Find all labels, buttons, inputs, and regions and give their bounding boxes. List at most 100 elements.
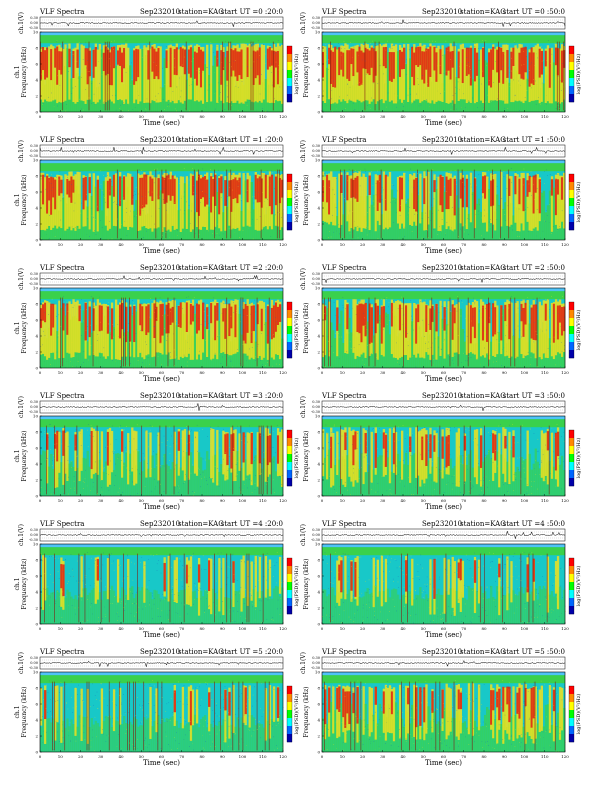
- spectrogram-cell: [340, 52, 342, 70]
- spectrogram-speckle: [224, 171, 225, 172]
- colorbar-segment: [287, 478, 292, 486]
- spectrogram-speckle: [80, 225, 81, 226]
- spectrogram-speckle: [249, 188, 250, 189]
- waveform-tick-label: 0.00: [312, 405, 320, 409]
- spectrogram-speckle: [89, 236, 90, 237]
- spectrogram-speckle: [525, 97, 526, 98]
- spectrogram-speckle: [53, 332, 54, 333]
- spectrogram-speckle: [237, 474, 238, 475]
- spectrogram-speckle: [143, 237, 144, 238]
- spectrogram-speckle: [206, 480, 207, 481]
- spectrogram-speckle: [150, 177, 151, 178]
- spectrogram-speckle: [127, 467, 128, 468]
- y-tick-label: 10: [33, 286, 39, 291]
- spectrogram-cell: [145, 306, 147, 335]
- spectrogram-cell: [137, 300, 139, 358]
- spectrogram-speckle: [418, 193, 419, 194]
- spectrogram-speckle: [192, 465, 193, 466]
- spectrogram-sferic: [123, 298, 124, 367]
- spectrogram-speckle: [155, 308, 156, 309]
- spectrogram-cell: [415, 308, 417, 343]
- spectrogram-speckle: [323, 91, 324, 92]
- spectrogram-speckle: [263, 435, 264, 436]
- spectrogram-speckle: [457, 296, 458, 297]
- spectrogram-speckle: [160, 328, 161, 329]
- spectrogram-speckle: [42, 239, 43, 240]
- x-tick-label: 10: [340, 370, 346, 375]
- spectrogram-speckle: [518, 71, 519, 72]
- spectrogram-speckle: [170, 311, 171, 312]
- spectrogram-speckle: [238, 186, 239, 187]
- spectrogram-speckle: [112, 95, 113, 96]
- spectrogram-cell: [381, 46, 383, 100]
- spectrogram-speckle: [448, 321, 449, 322]
- spectrogram-speckle: [378, 238, 379, 239]
- spectrogram-cell: [549, 338, 551, 368]
- spectrogram-speckle: [403, 104, 404, 105]
- spectrogram-speckle: [416, 69, 417, 70]
- panel-start-time: start UT =1 :20:0: [221, 136, 283, 144]
- spectrogram-speckle: [53, 427, 54, 428]
- spectrogram-cell: [478, 60, 480, 112]
- spectrogram-speckle: [405, 63, 406, 64]
- spectrogram-cell: [174, 49, 176, 75]
- spectrogram-speckle: [177, 306, 178, 307]
- spectrogram-cell: [441, 319, 443, 368]
- spectrogram-speckle: [143, 453, 144, 454]
- spectrogram-speckle: [459, 66, 460, 67]
- spectrogram-speckle: [110, 461, 111, 462]
- spectrogram-speckle: [88, 424, 89, 425]
- spectrogram-cell: [476, 53, 478, 76]
- spectrogram-speckle: [426, 307, 427, 308]
- x-tick-label: 0: [321, 114, 324, 119]
- spectrogram-speckle: [154, 62, 155, 63]
- spectrogram-cell: [437, 336, 439, 368]
- spectrogram-cell: [121, 431, 123, 452]
- spectrogram-cell: [109, 332, 111, 368]
- waveform-tick-label: 0.30: [312, 272, 320, 276]
- spectrogram-speckle: [63, 296, 64, 297]
- spectrogram-speckle: [506, 44, 507, 45]
- spectrogram-speckle: [118, 359, 119, 360]
- spectrogram-speckle: [529, 184, 530, 185]
- y-tick-label: 2: [35, 478, 38, 483]
- spectrogram-speckle: [329, 187, 330, 188]
- spectrogram-speckle: [101, 487, 102, 488]
- spectrogram-speckle: [62, 210, 63, 211]
- colorbar: [569, 302, 574, 358]
- spectrogram-speckle: [107, 175, 108, 176]
- spectrogram-sferic: [166, 426, 167, 495]
- spectrogram-cell: [472, 192, 474, 240]
- spectrogram-speckle: [55, 236, 56, 237]
- colorbar-segment: [287, 214, 292, 222]
- spectrogram-speckle: [324, 313, 325, 314]
- spectrogram-speckle: [167, 197, 168, 198]
- spectrogram-cell: [206, 451, 208, 496]
- spectrogram-speckle: [191, 473, 192, 474]
- spectrogram-speckle: [463, 181, 464, 182]
- spectrogram-speckle: [75, 86, 76, 87]
- spectrogram-speckle: [559, 201, 560, 202]
- spectrogram-speckle: [387, 229, 388, 230]
- spectrogram-speckle: [84, 351, 85, 352]
- spectrogram-speckle: [383, 190, 384, 191]
- spectrogram-sferic: [240, 426, 241, 495]
- spectrogram-cell: [464, 342, 466, 368]
- spectrogram-speckle: [260, 216, 261, 217]
- spectrogram-speckle: [379, 181, 380, 182]
- spectrogram-speckle: [253, 203, 254, 204]
- spectrogram-speckle: [41, 346, 42, 347]
- spectrogram-cell: [279, 46, 281, 101]
- spectrogram-cell: [496, 305, 498, 354]
- spectrogram-sferic: [379, 42, 380, 111]
- spectrogram-speckle: [65, 91, 66, 92]
- spectrogram-speckle: [73, 54, 74, 55]
- colorbar-label: log(PSD)(V²/Hz): [575, 182, 582, 223]
- spectrogram-speckle: [130, 363, 131, 364]
- spectrogram-speckle: [406, 331, 407, 332]
- spectrogram-speckle: [262, 108, 263, 109]
- spectrogram-speckle: [183, 453, 184, 454]
- spectrogram-speckle: [540, 181, 541, 182]
- spectrogram-cell: [149, 432, 151, 477]
- spectrogram-cell: [81, 429, 83, 471]
